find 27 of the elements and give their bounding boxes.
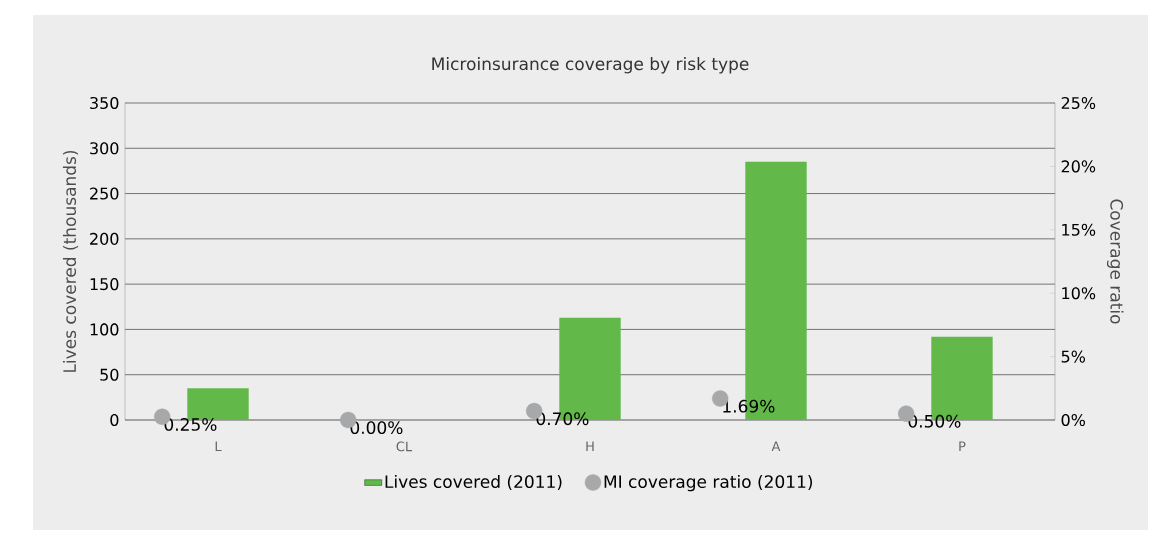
- y-tick-label: 200: [90, 232, 119, 245]
- legend-label: Lives covered (2011): [385, 474, 562, 491]
- y2-tick-label: 5%: [1061, 350, 1086, 363]
- y-tick-label: 50: [100, 368, 119, 381]
- x-tick-label: L: [215, 441, 222, 451]
- y-axis-title: Lives covered (thousands): [62, 150, 79, 372]
- x-tick-label: CL: [396, 441, 413, 452]
- y2-tick-label: 25%: [1061, 96, 1096, 110]
- y2-tick-label: 20%: [1061, 160, 1096, 173]
- y-tick-label: 250: [90, 187, 119, 200]
- y2-tick-label: 15%: [1062, 223, 1096, 236]
- x-tick-label: P: [959, 441, 966, 451]
- y-tick-label: 0: [110, 413, 119, 427]
- bar: [187, 388, 249, 420]
- y-tick-label: 150: [90, 278, 119, 291]
- x-tick-label: A: [771, 441, 781, 451]
- y2-tick-label: 10%: [1062, 287, 1096, 300]
- y-tick-label: 100: [90, 323, 119, 336]
- y2-axis-title: Coverage ratio: [1106, 199, 1124, 324]
- chart-title: Microinsurance coverage by risk type: [432, 57, 749, 74]
- x-tick-label: H: [586, 441, 594, 451]
- y2-tick-label: 0%: [1061, 413, 1086, 427]
- y-tick-label: 300: [90, 142, 119, 155]
- legend-label: MI coverage ratio (2011): [604, 474, 813, 492]
- y-tick-label: 350: [90, 96, 119, 110]
- data-label: 0.25%: [164, 418, 217, 431]
- data-label: 0.50%: [908, 414, 961, 428]
